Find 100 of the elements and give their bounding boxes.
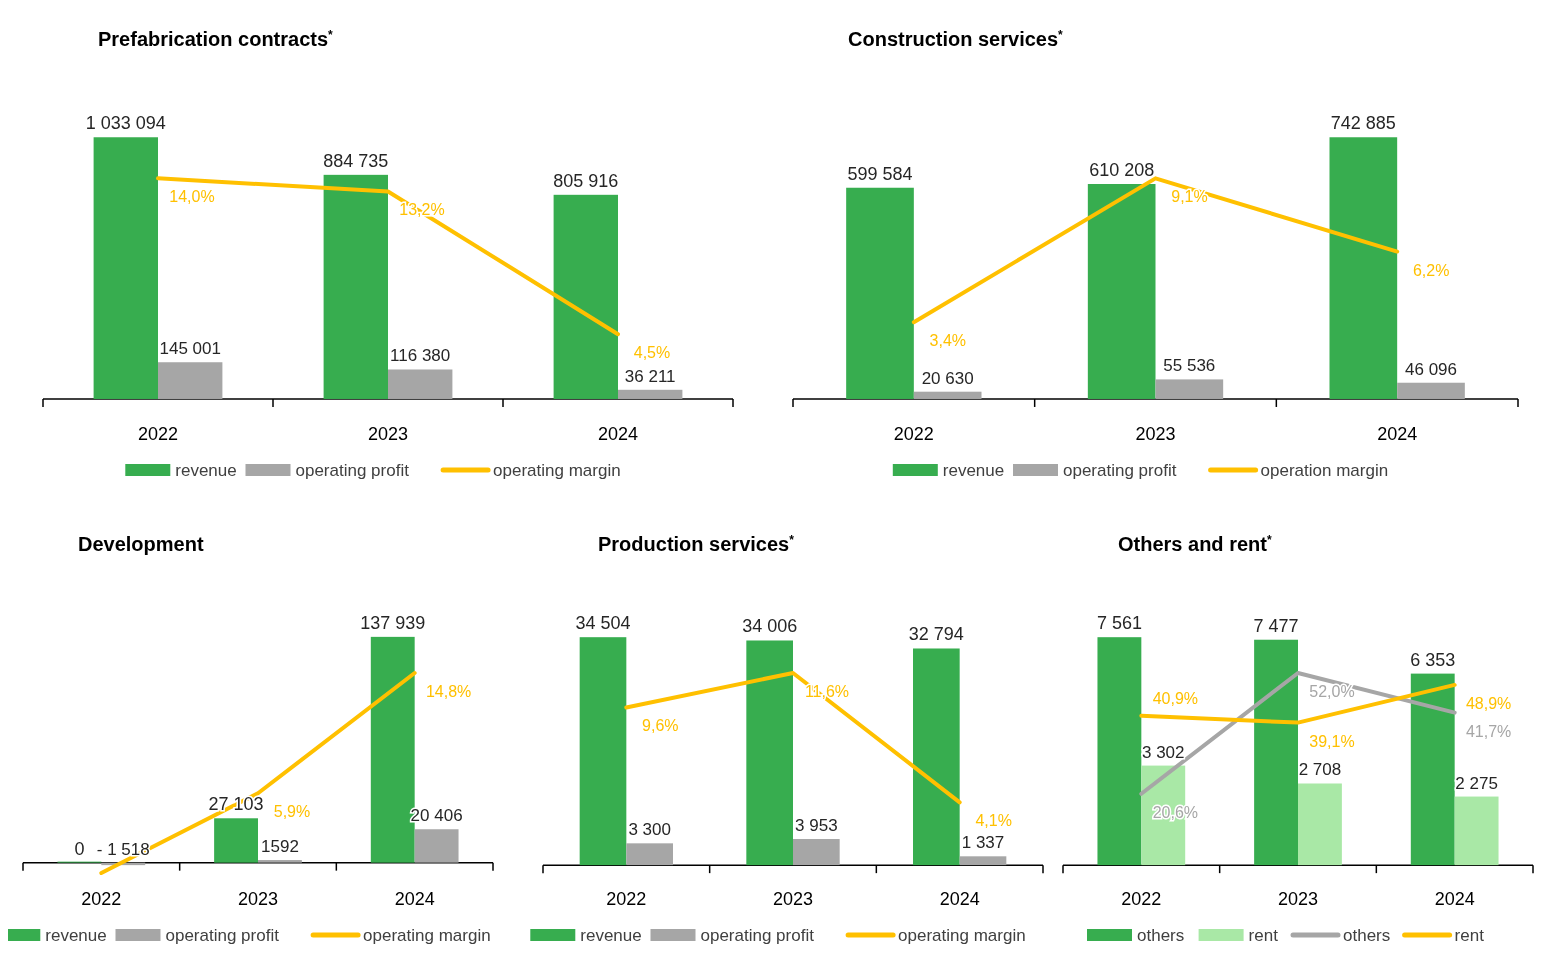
data-label: 32 794 — [908, 624, 964, 645]
legend-label: operating profit — [295, 461, 410, 480]
legend-label: others — [1343, 926, 1391, 945]
legend-label: operation margin — [1260, 461, 1389, 480]
bar — [1097, 637, 1142, 866]
data-label: 1592 — [261, 837, 299, 857]
data-label: 3 300 — [628, 820, 671, 840]
data-label: 4,1% — [975, 812, 1012, 830]
bar — [846, 187, 914, 399]
x-tick-label: 2024 — [1377, 424, 1418, 444]
data-label: 137 939 — [360, 612, 426, 633]
x-tick-label: 2022 — [1121, 889, 1162, 909]
bar — [1410, 673, 1455, 866]
legend-label: rent — [1454, 926, 1485, 945]
bar — [913, 391, 982, 399]
x-tick-label: 2024 — [394, 889, 435, 909]
data-label: 52,0% — [1309, 683, 1355, 700]
data-label: 145 001 — [159, 339, 221, 359]
data-label: 884 735 — [323, 150, 389, 171]
legend-label: operating profit — [1063, 461, 1177, 480]
legend-label: operating profit — [700, 926, 815, 945]
data-label: 7 561 — [1096, 613, 1142, 634]
data-label: 34 006 — [742, 616, 798, 637]
data-label: 3,4% — [929, 332, 967, 350]
x-tick-label: 2024 — [1434, 889, 1475, 909]
data-label: 55 536 — [1163, 356, 1216, 376]
x-tick-label: 2022 — [606, 889, 647, 909]
data-label: 14,0% — [169, 188, 215, 206]
data-label: 41,7% — [1465, 722, 1512, 740]
data-label: - 1 518 — [96, 839, 150, 859]
bar — [1397, 382, 1465, 399]
data-label: 5,9% — [273, 803, 311, 821]
data-label: 6,2% — [1412, 261, 1450, 279]
x-tick-label: 2022 — [137, 424, 179, 444]
data-label: 40,9% — [1152, 689, 1199, 707]
data-label: 39,1% — [1309, 732, 1355, 750]
bar — [214, 818, 258, 863]
bar — [1254, 639, 1298, 866]
bar — [388, 369, 453, 399]
chart-title: Construction services$^{*}$ — [848, 28, 1064, 50]
chart-title: Development — [78, 533, 204, 555]
legend-label: operating margin — [898, 926, 1026, 945]
bar — [1087, 184, 1156, 399]
legend-label: rent — [1248, 926, 1279, 945]
bar — [93, 137, 158, 399]
x-tick-label: 2023 — [1277, 889, 1319, 909]
bar — [959, 856, 1007, 866]
x-tick-label: 2023 — [772, 889, 814, 909]
bar — [414, 829, 459, 863]
bar — [553, 194, 618, 399]
chart-title: Production services$^{*}$ — [598, 533, 795, 555]
chart-title: Prefabrication contracts$^{*}$ — [98, 28, 334, 50]
legend-label: others — [1137, 926, 1185, 945]
bar — [258, 860, 302, 863]
x-tick-label: 2022 — [81, 889, 122, 909]
data-label: 805 916 — [553, 170, 619, 191]
data-label: 1 033 094 — [85, 113, 166, 134]
data-label: 4,5% — [633, 344, 671, 362]
data-label: 20 630 — [921, 368, 974, 388]
data-label: 34 504 — [575, 613, 631, 634]
data-label: 14,8% — [425, 683, 472, 700]
data-label: 2 275 — [1455, 773, 1498, 793]
bar — [626, 843, 673, 866]
data-label: 48,9% — [1465, 694, 1512, 712]
data-label: 7 477 — [1253, 615, 1299, 636]
x-tick-label: 2022 — [893, 424, 934, 444]
legend-label: revenue — [175, 461, 237, 480]
bar — [323, 174, 388, 399]
data-label: 9,1% — [1171, 188, 1208, 206]
x-tick-label: 2024 — [939, 889, 980, 909]
data-label: 46 096 — [1405, 359, 1457, 379]
data-label: 36 211 — [624, 366, 676, 386]
bar — [579, 637, 627, 866]
data-label: 116 380 — [390, 346, 451, 366]
data-label: 599 584 — [847, 163, 913, 184]
bar — [793, 839, 840, 866]
bar — [1155, 379, 1224, 399]
bar — [158, 362, 223, 399]
legend-label: operating margin — [493, 461, 621, 480]
chart-title: Others and rent$^{*}$ — [1118, 533, 1272, 555]
legend-label: revenue — [580, 926, 642, 945]
data-label: 610 208 — [1089, 160, 1155, 180]
bar — [1329, 137, 1398, 399]
x-tick-label: 2023 — [237, 889, 279, 909]
data-label: 1 337 — [961, 833, 1005, 853]
data-label: 742 885 — [1330, 113, 1396, 134]
bar — [1454, 796, 1499, 866]
data-label: 2 708 — [1298, 760, 1342, 780]
data-label: 3 302 — [1141, 742, 1185, 762]
legend-label: revenue — [45, 926, 107, 945]
bar — [913, 648, 960, 866]
data-label: 3 953 — [795, 816, 838, 836]
x-tick-label: 2023 — [367, 424, 409, 444]
data-label: 27 103 — [208, 794, 264, 815]
data-label: 6 353 — [1410, 649, 1456, 670]
legend-label: revenue — [942, 461, 1005, 480]
x-tick-label: 2023 — [1135, 424, 1176, 444]
bar — [746, 640, 793, 866]
bar — [618, 389, 683, 399]
bar — [1298, 783, 1342, 866]
